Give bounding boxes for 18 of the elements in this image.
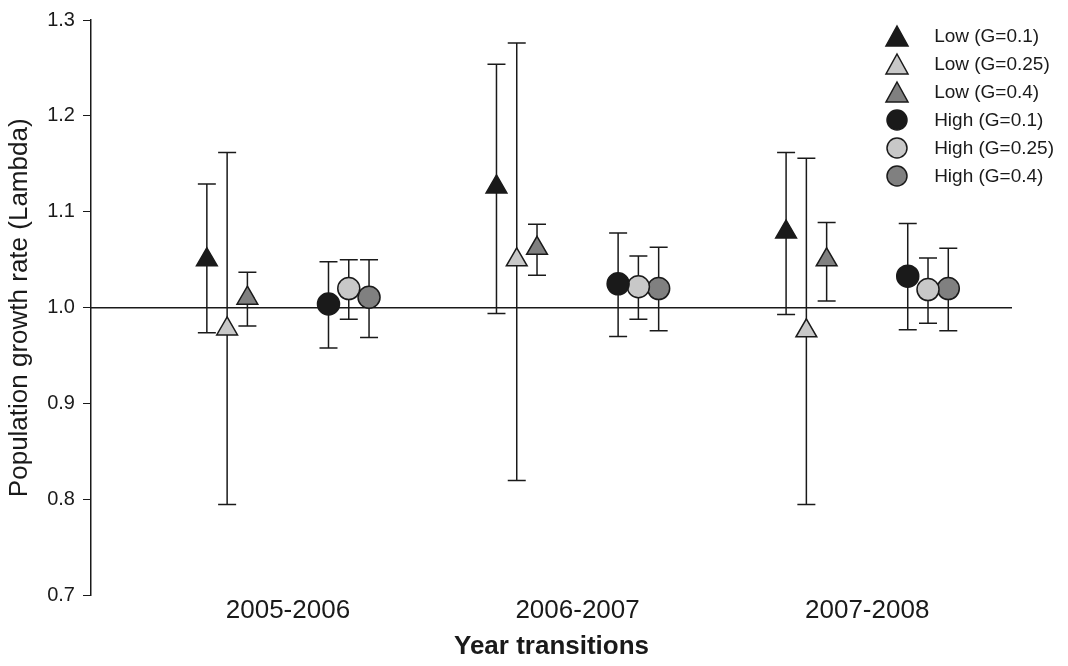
y-tick-label: 0.8 [47, 487, 75, 510]
y-tick-label: 1.3 [47, 7, 75, 30]
legend-label: High (G=0.25) [934, 137, 1054, 159]
y-tick-label: 1.0 [47, 295, 75, 318]
y-tick-label: 0.7 [47, 583, 75, 606]
legend-label: High (G=0.4) [934, 165, 1044, 187]
legend-label: Low (G=0.4) [934, 81, 1040, 103]
x-tick-label: 2005-2006 [225, 594, 351, 625]
y-tick-label: 1.2 [47, 103, 75, 126]
x-tick-label: 2007-2008 [805, 594, 930, 625]
x-tick-label: 2006-2007 [515, 594, 640, 625]
legend-label: High (G=0.1) [934, 109, 1044, 131]
y-tick-label: 1.1 [47, 199, 75, 222]
y-tick-label: 0.9 [47, 391, 75, 414]
x-axis-title: Year transitions [453, 629, 650, 660]
legend-label: Low (G=0.1) [934, 25, 1040, 47]
legend-label: Low (G=0.25) [934, 53, 1050, 75]
y-axis-title: Population growth rate (Lambda) [2, 118, 33, 498]
